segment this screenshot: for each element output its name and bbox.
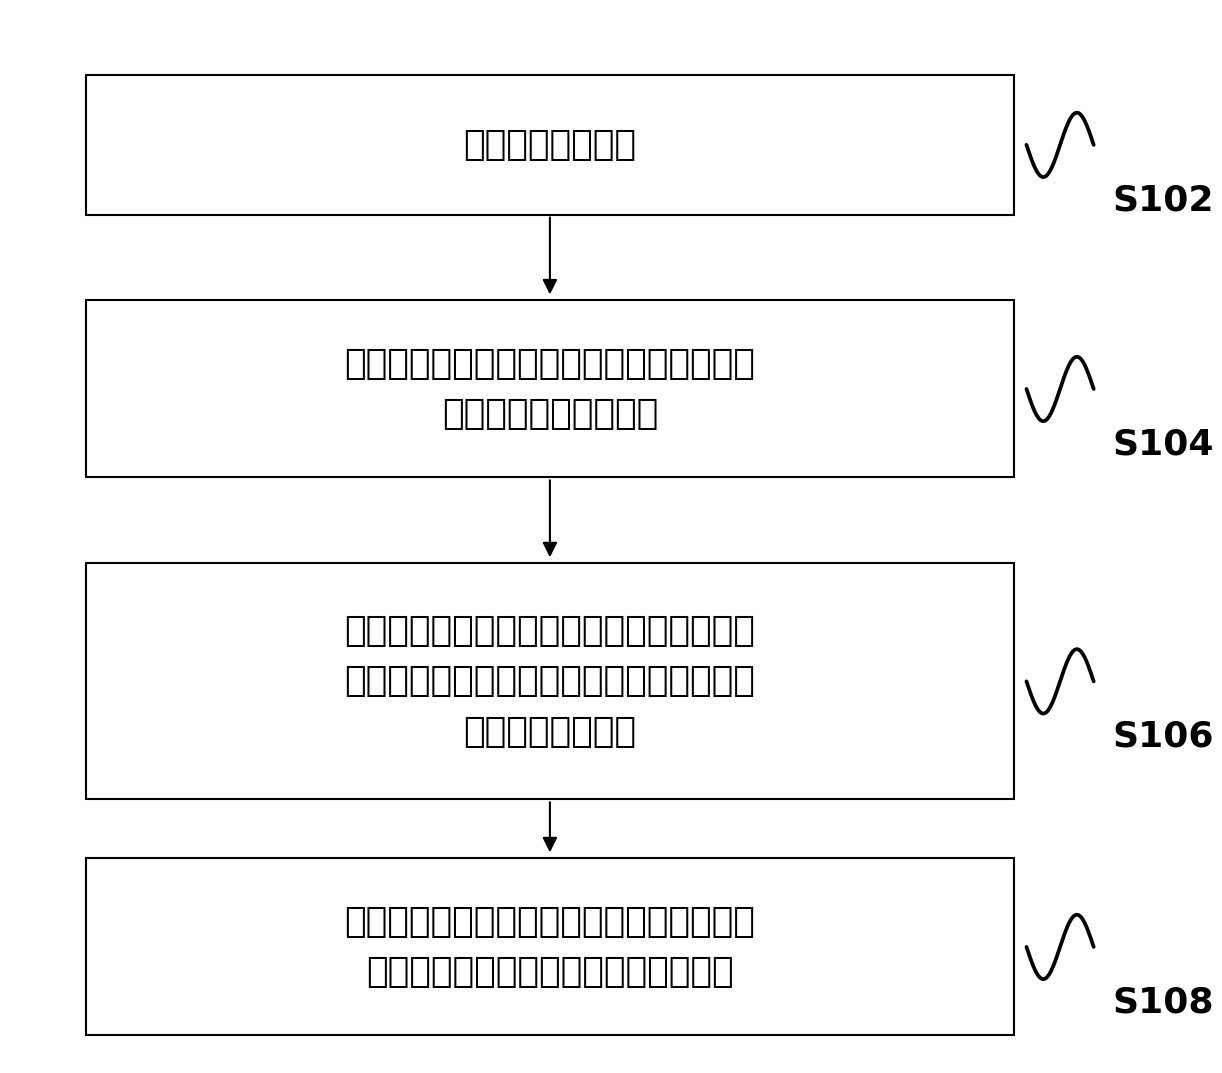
Text: 统计多个网页内容中与目标软文相同的网页
内容的数量，作为目标软文的展现次数: 统计多个网页内容中与目标软文相同的网页 内容的数量，作为目标软文的展现次数 bbox=[345, 905, 755, 989]
Text: 分别计算多个网页内容中各个网页内容和目
标软文的文本编辑距离: 分别计算多个网页内容中各个网页内容和目 标软文的文本编辑距离 bbox=[345, 347, 755, 431]
FancyBboxPatch shape bbox=[86, 300, 1014, 477]
FancyBboxPatch shape bbox=[86, 858, 1014, 1035]
Text: 分别根据多个网页内容中各个网页内容和目
标软文的文本编辑距离判断各个网页内容是
否与目标软文相同: 分别根据多个网页内容中各个网页内容和目 标软文的文本编辑距离判断各个网页内容是 … bbox=[345, 614, 755, 749]
Text: S108: S108 bbox=[1112, 985, 1213, 1019]
Text: S106: S106 bbox=[1112, 720, 1213, 754]
Text: 获取多个网页内容: 获取多个网页内容 bbox=[463, 128, 637, 162]
FancyBboxPatch shape bbox=[86, 563, 1014, 799]
Text: S104: S104 bbox=[1112, 427, 1213, 461]
Text: S102: S102 bbox=[1112, 183, 1213, 218]
FancyBboxPatch shape bbox=[86, 75, 1014, 215]
